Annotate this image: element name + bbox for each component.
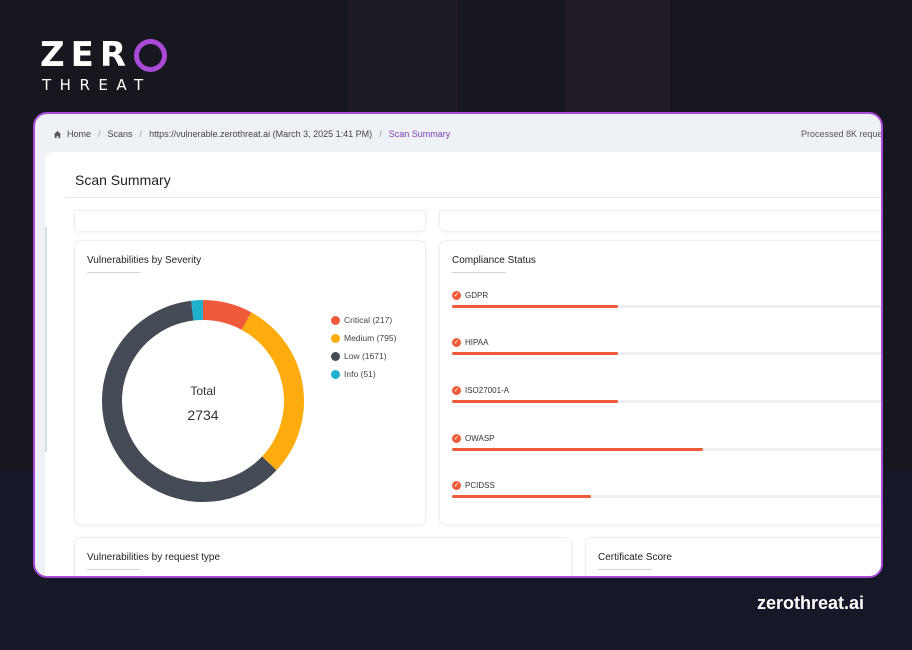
legend-swatch	[331, 351, 340, 361]
breadcrumb-scan-target[interactable]: https://vulnerable.zerothreat.ai (March …	[149, 129, 373, 139]
compliance-bar-track	[452, 352, 881, 355]
donut-segment-medium[interactable]	[241, 312, 304, 471]
severity-card: Vulnerabilities by Severity Total 2734 C…	[75, 241, 425, 524]
legend-label: Low (1671)	[344, 351, 387, 361]
donut-total-value: 2734	[187, 407, 218, 423]
summary-card-stub	[440, 211, 881, 231]
legend-item-info[interactable]: Info (51)	[331, 365, 396, 383]
legend-swatch	[331, 333, 340, 343]
left-scroll-edge	[45, 227, 47, 452]
compliance-bar-fill	[452, 448, 703, 451]
compliance-label: ISO27001-A	[465, 386, 510, 395]
donut-total-label: Total	[190, 384, 215, 398]
logo-wordmark-bottom: THREAT	[42, 76, 152, 94]
page-title: Scan Summary	[75, 172, 171, 188]
breadcrumb-scans[interactable]: Scans	[107, 129, 133, 139]
compliance-bar-track	[452, 495, 881, 498]
check-icon: ✓	[452, 338, 461, 347]
severity-donut-chart[interactable]: Total 2734	[93, 291, 313, 511]
processed-requests-status: Processed 8K reque	[801, 129, 883, 139]
title-underline	[87, 272, 141, 273]
compliance-row-iso27001[interactable]: ✓ ISO27001-A	[452, 386, 881, 416]
title-underline	[452, 272, 506, 273]
compliance-bar-track	[452, 305, 881, 308]
brand-url: zerothreat.ai	[757, 593, 865, 613]
certificate-score-card: Certificate Score	[586, 538, 881, 576]
compliance-label: GDPR	[465, 291, 489, 300]
logo-wordmark-top: ZER	[40, 35, 133, 75]
app-screenshot-frame: Home / Scans / https://vulnerable.zeroth…	[33, 112, 883, 578]
legend-swatch	[331, 315, 340, 325]
compliance-label: HIPAA	[465, 338, 489, 347]
compliance-row-pcidss[interactable]: ✓ PCIDSS	[452, 481, 881, 511]
check-icon: ✓	[452, 386, 461, 395]
logo-o-ring	[134, 38, 168, 72]
legend-swatch	[331, 369, 340, 379]
certificate-card-title: Certificate Score	[598, 552, 672, 563]
request-type-card-title: Vulnerabilities by request type	[87, 552, 221, 563]
compliance-bar-fill	[452, 400, 618, 403]
severity-card-title: Vulnerabilities by Severity	[87, 255, 202, 266]
legend-item-critical[interactable]: Critical (217)	[331, 311, 396, 329]
legend-item-low[interactable]: Low (1671)	[331, 347, 396, 365]
request-type-card: Vulnerabilities by request type	[75, 538, 571, 576]
donut-segment-info[interactable]	[191, 300, 204, 321]
home-icon	[53, 130, 62, 138]
main-content: Scan Summary Vulnerabilities by Severity…	[45, 152, 881, 576]
breadcrumb-separator: /	[98, 129, 101, 139]
check-icon: ✓	[452, 481, 461, 490]
severity-legend: Critical (217) Medium (795) Low (1671) I…	[331, 311, 396, 383]
legend-label: Info (51)	[344, 369, 376, 379]
donut-segment-critical[interactable]	[202, 300, 252, 331]
summary-card-stub	[75, 211, 425, 231]
compliance-row-owasp[interactable]: ✓ OWASP	[452, 434, 881, 464]
title-underline	[87, 569, 141, 570]
legend-item-medium[interactable]: Medium (795)	[331, 329, 396, 347]
breadcrumb-home[interactable]: Home	[67, 129, 92, 139]
compliance-bar-fill	[452, 352, 618, 355]
breadcrumb-separator: /	[139, 129, 143, 139]
check-icon: ✓	[452, 291, 461, 300]
legend-label: Critical (217)	[344, 315, 393, 325]
title-underline	[598, 569, 652, 570]
legend-label: Medium (795)	[344, 333, 397, 343]
compliance-label: PCIDSS	[465, 481, 495, 490]
check-icon: ✓	[452, 434, 461, 443]
compliance-row-hipaa[interactable]: ✓ HIPAA	[452, 338, 881, 368]
compliance-bar-track	[452, 400, 881, 403]
breadcrumb: Home / Scans / https://vulnerable.zeroth…	[53, 129, 450, 139]
donut-segment-low[interactable]	[102, 300, 277, 502]
compliance-bar-track	[452, 448, 881, 451]
breadcrumb-separator: /	[379, 129, 382, 139]
zerothreat-logo: ZER THREAT	[40, 35, 168, 94]
compliance-label: OWASP	[465, 434, 495, 443]
breadcrumb-current: Scan Summary	[388, 129, 451, 139]
compliance-card-title: Compliance Status	[452, 255, 536, 266]
compliance-bar-fill	[452, 305, 618, 308]
compliance-bar-fill	[452, 495, 591, 498]
compliance-row-gdpr[interactable]: ✓ GDPR	[452, 291, 881, 321]
compliance-card: Compliance Status ✓ GDPR ✓ HIPAA ✓ ISO27001…	[440, 241, 881, 524]
divider	[65, 197, 881, 198]
